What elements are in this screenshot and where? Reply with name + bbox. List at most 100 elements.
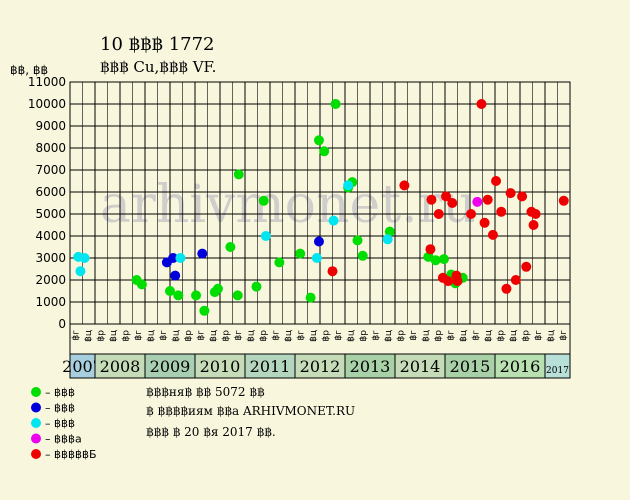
grid [69, 81, 571, 354]
data-point [501, 283, 512, 294]
y-tick-label: 5000 [35, 207, 66, 221]
y-tick-label: 9000 [35, 119, 66, 133]
x-slot-label: ฿г [234, 330, 244, 341]
data-point [305, 292, 316, 303]
year-band [544, 353, 571, 379]
data-point [327, 266, 338, 277]
y-axis-label: ฿฿, ฿฿ [10, 63, 48, 77]
data-point [170, 270, 181, 281]
year-band [494, 353, 546, 379]
data-point [479, 217, 490, 228]
footer-note-source: ฿ ฿฿฿฿иям ฿฿а ARHIVMONET.RU [146, 404, 355, 418]
year-label: 2007 [62, 357, 103, 376]
plot-frame [69, 81, 571, 325]
data-point [558, 195, 569, 206]
x-slot-label: ฿ц [459, 330, 469, 342]
x-slot-label: ฿р [434, 330, 444, 342]
year-label: 2011 [250, 357, 291, 376]
data-point [232, 290, 243, 301]
data-point [426, 194, 437, 205]
data-point [384, 226, 395, 237]
x-slot-label: ฿г [371, 330, 381, 341]
year-band [194, 353, 246, 379]
footer-note-count: ฿฿฿ня฿ ฿฿ 5072 ฿฿ [146, 385, 265, 399]
data-point [165, 286, 175, 296]
data-point [517, 191, 528, 202]
year-label: 2014 [400, 357, 441, 376]
x-slot-label: ฿г [446, 330, 456, 341]
data-point [258, 195, 269, 206]
data-point [352, 235, 363, 246]
data-point [476, 99, 487, 109]
data-point [357, 250, 368, 261]
year-label: 2016 [500, 357, 541, 376]
data-point [343, 180, 354, 191]
x-slot-label: ฿р [96, 330, 106, 342]
y-tick-label: 0 [58, 317, 66, 331]
data-point [197, 248, 208, 259]
data-point [496, 206, 507, 217]
x-slot-label: ฿г [71, 330, 81, 341]
x-slot-label: ฿г [559, 330, 569, 341]
legend-marker [31, 387, 41, 397]
x-axis-slots: ฿г ฿ц ฿р ฿ц ฿р ฿г ฿ц ฿г ฿ц ฿р ฿г ฿ц ฿р ฿г ฿ц ฿р ฿г ฿ц ฿г ฿ц… [69, 323, 571, 355]
year-band [94, 353, 146, 379]
x-slot-label: ฿ц [84, 330, 94, 342]
year-label: 2015 [450, 357, 491, 376]
x-slot-label: ฿р [121, 330, 131, 342]
y-tick-label: 11000 [28, 75, 66, 89]
data-point [441, 191, 452, 202]
x-slot-label: ฿ц [384, 330, 394, 342]
data-point [510, 275, 521, 285]
y-tick-label: 6000 [35, 185, 66, 199]
year-band [144, 353, 196, 379]
year-label: 2012 [300, 357, 341, 376]
legend-label: – ฿฿฿ [45, 402, 75, 415]
year-label: 2010 [200, 357, 241, 376]
data-point [530, 209, 541, 219]
data-point [274, 257, 285, 268]
data-point [251, 281, 262, 292]
y-tick-label: 7000 [35, 163, 66, 177]
data-point [225, 242, 236, 252]
x-slot-label: ฿р [184, 330, 194, 342]
data-point [313, 236, 324, 247]
x-slot-label: ฿ц [309, 330, 319, 342]
data-point [328, 215, 339, 226]
data-point [487, 229, 498, 240]
data-point [168, 253, 179, 263]
legend-label: – ฿฿฿а [45, 433, 82, 446]
legend-label: – ฿฿฿ [45, 417, 75, 430]
x-slot-label: ฿ц [171, 330, 181, 342]
data-point [430, 255, 441, 266]
x-slot-label: ฿р [521, 330, 531, 342]
data-point [75, 266, 86, 277]
x-slot-label: ฿р [321, 330, 331, 342]
x-slot-label: ฿г [134, 330, 144, 341]
x-slot-label: ฿ц [146, 330, 156, 342]
year-label: 2008 [100, 357, 141, 376]
x-slot-label: ฿г [534, 330, 544, 341]
data-point [505, 188, 516, 199]
year-band [244, 353, 296, 379]
legend-marker [31, 402, 41, 413]
data-point [425, 244, 436, 255]
legend: – ฿฿฿ – ฿฿฿ – ฿฿฿ – ฿฿฿а – ฿฿฿฿฿Б [31, 386, 97, 461]
legend-marker [31, 449, 41, 459]
x-slot-label: ฿г [334, 330, 344, 341]
data-point [472, 196, 483, 207]
data-point [491, 176, 502, 186]
x-slot-label: ฿г [409, 330, 419, 341]
x-slot-label: ฿г [271, 330, 281, 341]
data-point [295, 248, 306, 259]
watermark-text: arhivmonet.ru [100, 175, 476, 235]
y-axis-ticks: 0 1000 2000 3000 4000 5000 6000 7000 8000 9000 100… [28, 75, 66, 331]
data-point [173, 290, 184, 301]
x-slot-label: ฿ц [109, 330, 119, 342]
year-label: 2017 [546, 366, 569, 376]
data-point [175, 253, 186, 263]
data-point [319, 146, 330, 157]
data-point [399, 180, 410, 191]
